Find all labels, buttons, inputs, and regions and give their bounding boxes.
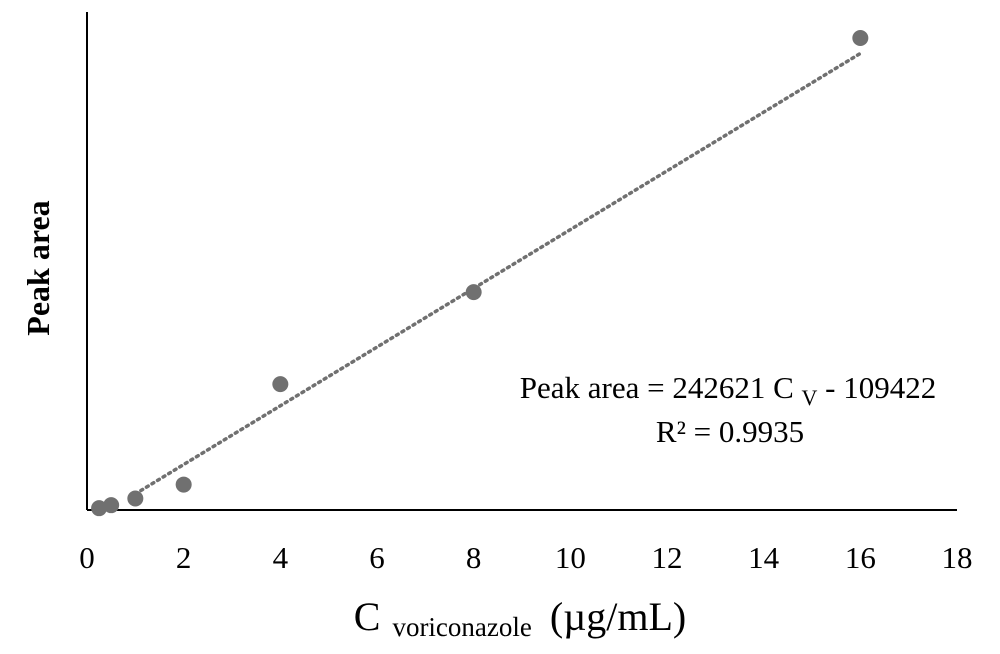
x-axis-title-unit: (µg/mL): [550, 594, 686, 639]
x-tick-label: 12: [652, 540, 683, 575]
data-point: [175, 476, 192, 493]
axes: [86, 12, 957, 511]
y-axis-title: Peak area: [20, 200, 56, 335]
data-point: [91, 500, 108, 517]
x-tick-label: 10: [555, 540, 586, 575]
r-squared-annotation: R² = 0.9935: [656, 414, 804, 449]
x-tick-label: 4: [273, 540, 289, 575]
data-points: [91, 30, 869, 517]
equation-prefix: Peak area = 242621 C: [520, 370, 794, 405]
x-axis-title-subscript: voriconazole: [392, 612, 531, 642]
x-tick-labels: 0 2 4 6 8 10 12 14 16 18: [79, 540, 972, 575]
trendline: [133, 51, 863, 496]
data-point: [852, 30, 869, 46]
equation-subscript: V: [802, 385, 818, 410]
x-tick-label: 0: [79, 540, 95, 575]
x-tick-label: 18: [942, 540, 973, 575]
x-tick-label: 16: [845, 540, 876, 575]
data-point: [103, 497, 120, 514]
x-tick-label: 2: [176, 540, 192, 575]
x-tick-label: 8: [466, 540, 482, 575]
x-axis-title-main: C: [354, 594, 381, 639]
x-axis-title: C voriconazole (µg/mL): [354, 594, 686, 642]
data-point: [465, 284, 482, 301]
x-tick-label: 6: [369, 540, 385, 575]
data-point: [127, 490, 144, 507]
trendline-layer: [133, 51, 863, 496]
x-tick-label: 14: [748, 540, 780, 575]
data-point: [272, 376, 289, 393]
equation-annotation: Peak area = 242621 C V - 109422: [520, 370, 937, 412]
equation-suffix: - 109422: [825, 370, 936, 405]
